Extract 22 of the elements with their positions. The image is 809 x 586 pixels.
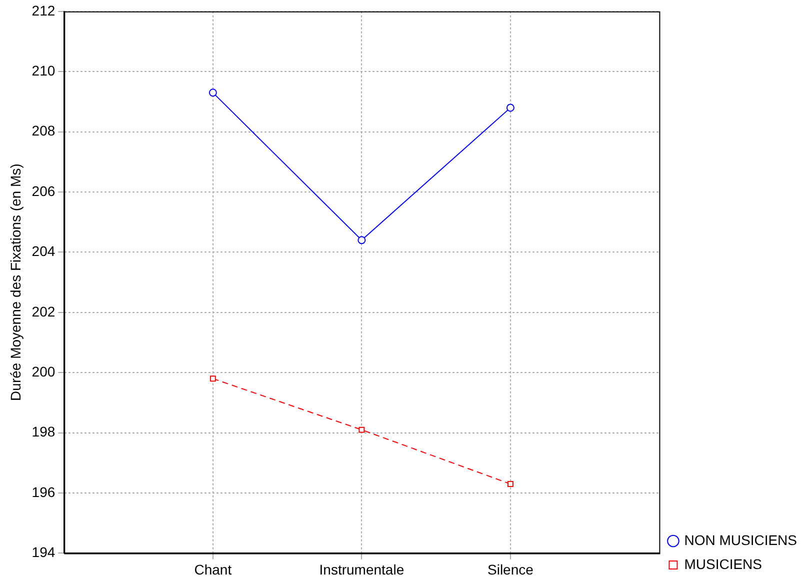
y-tick-label: 202 (32, 303, 56, 320)
x-tick-label: Chant (194, 561, 232, 578)
y-tick-label: 198 (32, 424, 56, 440)
x-tick-label: Instrumentale (319, 561, 404, 578)
point (358, 426, 365, 433)
y-tick-label: 204 (32, 243, 56, 260)
y-tick-label: 196 (32, 484, 56, 500)
y-tick-label: 212 (32, 2, 56, 18)
point (507, 480, 514, 487)
point (208, 88, 217, 97)
legend-label: NON MUSICIENS (684, 532, 798, 548)
y-tick-label: 208 (32, 122, 56, 139)
y-tick-label: 210 (32, 62, 56, 78)
y-tick-label: 200 (32, 363, 56, 380)
point (358, 236, 366, 244)
point (210, 376, 216, 382)
y-axis-title: Durée Moyenne des Fixations (en Ms) (7, 164, 24, 401)
x-tick-label: Silence (487, 561, 534, 578)
y-tick-label: 194 (32, 544, 56, 560)
y-tick-label: 206 (32, 182, 56, 199)
legend-label: MUSICIENS (684, 556, 762, 572)
point (506, 104, 514, 112)
